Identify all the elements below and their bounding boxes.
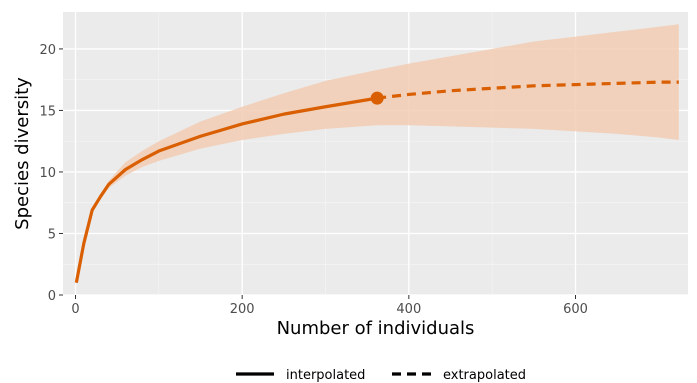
x-axis-title: Number of individuals [277,318,475,339]
x-tick-label: 400 [396,302,421,317]
y-tick-label: 0 [48,289,56,304]
legend-label-interpolated: interpolated [286,368,365,383]
y-axis-title: Species diversity [12,77,33,230]
legend-label-extrapolated: extrapolated [443,368,526,383]
x-tick-label: 0 [71,302,79,317]
x-tick-label: 200 [230,302,255,317]
x-tick-label: 600 [563,302,588,317]
x-axis-ticks: 0 200 400 600 [71,295,588,317]
confidence-band [76,24,679,283]
y-tick-label: 15 [39,104,56,119]
series-line-extrapolated [376,80,679,100]
legend: interpolated extrapolated [236,368,526,383]
y-tick-label: 10 [39,166,56,181]
series-lines [74,80,679,283]
y-tick-label: 5 [48,227,56,242]
series-line-interpolated [74,96,378,283]
observed-point [370,91,384,105]
y-tick-label: 20 [39,43,56,58]
y-axis-ticks: 0 5 10 15 20 [39,43,63,304]
